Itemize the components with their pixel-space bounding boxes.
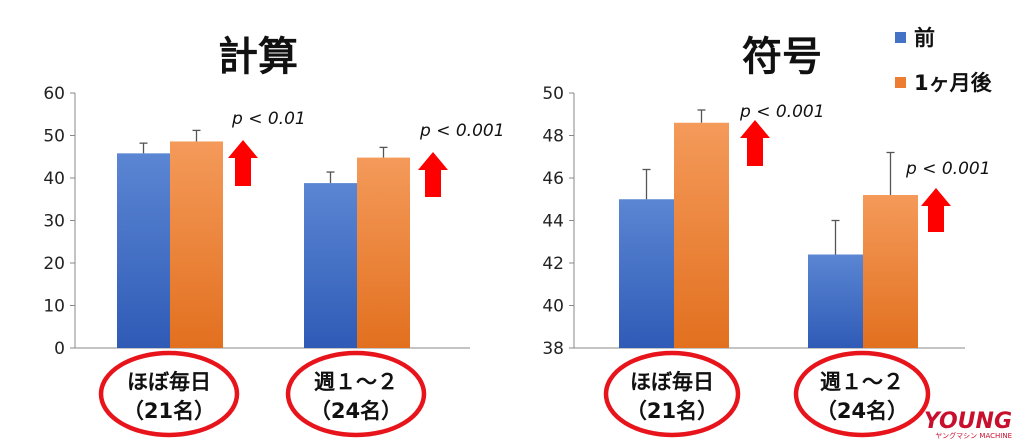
y-tick-label: 38 <box>542 339 564 359</box>
p-value-label: p < 0.001 <box>419 121 505 141</box>
increase-arrow-icon <box>921 188 951 232</box>
watermark-text: YOUNG <box>924 409 1012 434</box>
bar-before <box>808 254 863 348</box>
bar-before <box>117 153 170 348</box>
category-label: 週１～２ <box>820 370 904 394</box>
legend: 前 1ヶ月後 <box>895 26 993 95</box>
bar-before <box>304 183 357 348</box>
p-value-label: p < 0.001 <box>905 159 991 179</box>
p-value-label: p < 0.01 <box>231 109 306 129</box>
legend-swatch <box>895 77 906 88</box>
y-tick-label: 50 <box>43 127 65 147</box>
category-count: （21名） <box>123 399 215 423</box>
category-circle <box>285 350 427 438</box>
increase-arrow-icon <box>740 120 770 166</box>
p-value-label: p < 0.001 <box>739 102 825 122</box>
chart-panel-1: 計算 0 10 20 30 40 50 60 p < 0.01 ほぼ毎日 （21名） p < 0.00… <box>43 34 505 438</box>
increase-arrow-icon <box>418 152 448 197</box>
legend-label: 前 <box>914 26 935 50</box>
y-tick-label: 20 <box>43 254 65 274</box>
category-count: （24名） <box>816 399 908 423</box>
y-tick-label: 44 <box>542 212 564 232</box>
chart-title: 符号 <box>742 34 822 80</box>
chart-panel-2: 符号 38 40 42 44 46 48 50 p < 0.001 ほぼ毎日 （21名） p < 0.… <box>542 34 991 438</box>
category-count: （24名） <box>310 399 402 423</box>
category-label: ほぼ毎日 <box>630 370 714 394</box>
y-tick-label: 10 <box>43 297 65 317</box>
category-count: （21名） <box>626 399 718 423</box>
y-tick-label: 40 <box>43 169 65 189</box>
bar-after <box>357 157 410 348</box>
legend-label: 1ヶ月後 <box>914 71 993 95</box>
y-tick-label: 42 <box>542 254 564 274</box>
category-label: ほぼ毎日 <box>127 370 211 394</box>
watermark-subtext: ヤングマシン MACHINE <box>935 431 1012 440</box>
chart-title: 計算 <box>218 34 298 80</box>
legend-swatch <box>895 32 906 43</box>
increase-arrow-icon <box>228 140 258 186</box>
bar-before <box>619 199 674 348</box>
bar-after <box>674 122 729 348</box>
y-tick-label: 60 <box>43 84 65 104</box>
category-circle <box>603 350 741 438</box>
bar-after <box>863 195 918 348</box>
y-tick-label: 48 <box>542 127 564 147</box>
y-tick-label: 30 <box>43 212 65 232</box>
y-tick-label: 0 <box>54 339 65 359</box>
category-circle <box>98 350 240 438</box>
category-label: 週１～２ <box>314 370 398 394</box>
category-circle <box>793 350 931 438</box>
bar-after <box>170 141 223 348</box>
y-tick-label: 40 <box>542 297 564 317</box>
y-tick-label: 46 <box>542 169 564 189</box>
y-tick-label: 50 <box>542 84 564 104</box>
